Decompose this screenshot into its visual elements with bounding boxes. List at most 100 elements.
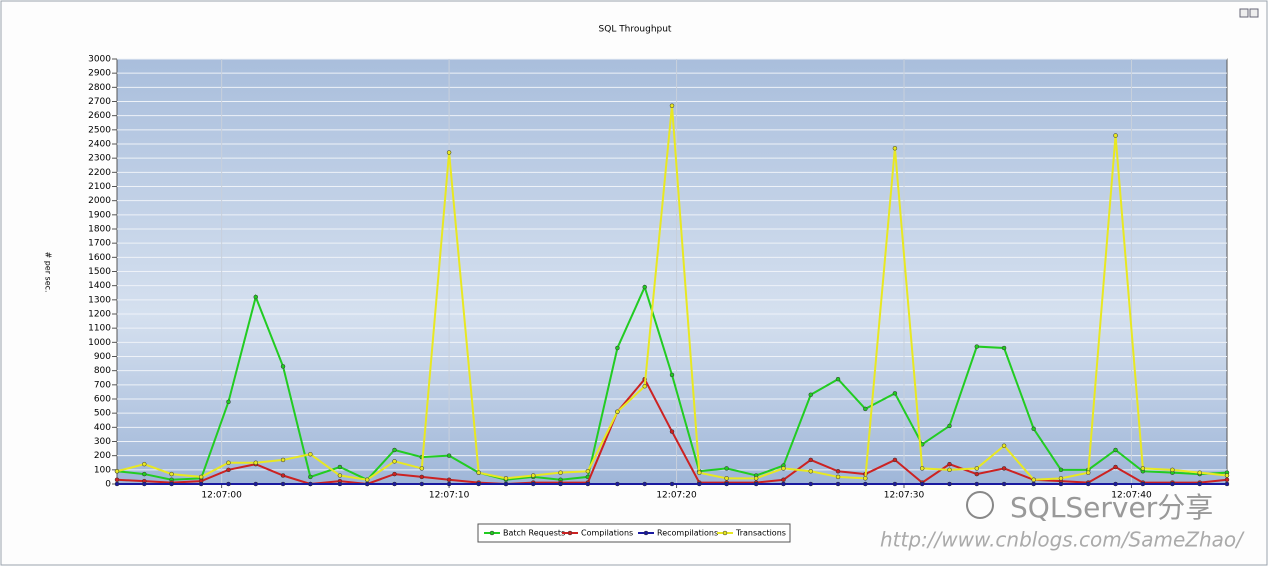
data-point	[142, 481, 147, 487]
data-point	[892, 457, 898, 463]
data-point	[308, 474, 313, 480]
y-tick-label: 1500	[88, 267, 111, 277]
data-point	[919, 481, 925, 487]
data-point	[114, 469, 120, 474]
data-point	[892, 391, 898, 396]
y-tick-label: 2200	[88, 168, 111, 178]
data-point	[1140, 466, 1146, 471]
data-point	[419, 466, 425, 471]
data-point	[947, 461, 952, 467]
restore-button[interactable]	[1239, 8, 1249, 18]
data-point	[308, 452, 313, 457]
data-point	[364, 481, 370, 487]
data-point	[1058, 467, 1064, 473]
data-point	[697, 481, 702, 487]
x-tick-label: 12:07:10	[429, 491, 470, 501]
data-point	[1058, 476, 1064, 481]
data-point	[226, 399, 231, 405]
y-tick-label: 2100	[88, 182, 111, 192]
y-tick-label: 100	[94, 465, 111, 475]
y-tick-label: 2900	[88, 69, 111, 79]
data-point	[476, 481, 481, 487]
data-point	[892, 146, 898, 151]
y-tick-label: 500	[94, 409, 111, 419]
y-tick-label: 0	[105, 480, 111, 490]
data-point	[808, 469, 813, 474]
data-point	[446, 453, 452, 458]
data-point	[1140, 481, 1146, 487]
data-point	[531, 481, 536, 487]
watermark: SQLServer分享	[1010, 491, 1213, 524]
data-point	[1031, 477, 1036, 482]
x-tick-label: 12:07:40	[1111, 491, 1152, 501]
data-point	[781, 477, 786, 482]
data-point	[419, 474, 425, 480]
y-tick-label: 600	[94, 395, 111, 405]
data-point	[863, 481, 868, 487]
data-point	[781, 466, 786, 471]
legend	[477, 523, 791, 543]
close-button[interactable]	[1249, 8, 1259, 18]
data-point	[446, 150, 452, 155]
data-point	[1001, 345, 1007, 351]
y-tick-label: 1300	[88, 295, 111, 305]
y-tick-label: 2500	[88, 125, 111, 135]
data-point	[642, 384, 647, 389]
data-point	[169, 481, 174, 487]
data-point	[642, 481, 647, 487]
data-point	[615, 481, 620, 487]
data-point	[753, 481, 759, 487]
data-point	[169, 471, 174, 477]
data-point	[337, 464, 343, 470]
data-point	[253, 481, 258, 487]
data-point	[1197, 470, 1202, 475]
data-point	[476, 470, 481, 475]
y-tick-label: 1100	[88, 324, 111, 334]
y-tick-label: 1700	[88, 239, 111, 249]
legend-label: Transactions	[735, 529, 786, 538]
data-point	[142, 471, 147, 477]
data-point	[392, 471, 397, 477]
y-tick-label: 2800	[88, 83, 111, 93]
data-point	[697, 470, 702, 475]
data-point	[446, 481, 452, 487]
legend-marker	[567, 530, 573, 536]
data-point	[1058, 481, 1064, 487]
data-point	[724, 466, 729, 471]
data-point	[142, 461, 147, 467]
y-tick-label: 2700	[88, 97, 111, 107]
y-tick-label: 1400	[88, 281, 111, 291]
y-tick-label: 200	[94, 451, 111, 461]
x-tick-label: 12:07:00	[201, 491, 242, 501]
data-point	[198, 474, 204, 480]
data-point	[198, 481, 204, 487]
x-tick-label: 12:07:20	[656, 491, 697, 501]
data-point	[974, 481, 980, 487]
data-point	[892, 481, 898, 487]
legend-label: Batch Requests	[503, 529, 565, 538]
data-point	[337, 481, 343, 487]
data-point	[808, 457, 813, 463]
data-point	[392, 459, 397, 464]
y-tick-label: 1200	[88, 310, 111, 320]
y-tick-label: 2000	[88, 196, 111, 206]
y-tick-label: 300	[94, 437, 111, 447]
data-point	[669, 429, 675, 434]
data-point	[1224, 477, 1230, 482]
data-point	[724, 476, 729, 481]
data-point	[974, 471, 980, 477]
data-point	[835, 376, 841, 382]
legend-marker	[722, 530, 728, 536]
data-point	[1170, 467, 1175, 473]
data-point	[974, 466, 980, 471]
data-point	[1224, 481, 1230, 487]
data-point	[1001, 466, 1007, 471]
x-tick-label: 12:07:30	[884, 491, 925, 501]
data-point	[280, 364, 286, 369]
data-point	[1224, 473, 1230, 478]
data-point	[585, 469, 591, 474]
data-point	[753, 476, 759, 481]
data-point	[114, 481, 120, 487]
